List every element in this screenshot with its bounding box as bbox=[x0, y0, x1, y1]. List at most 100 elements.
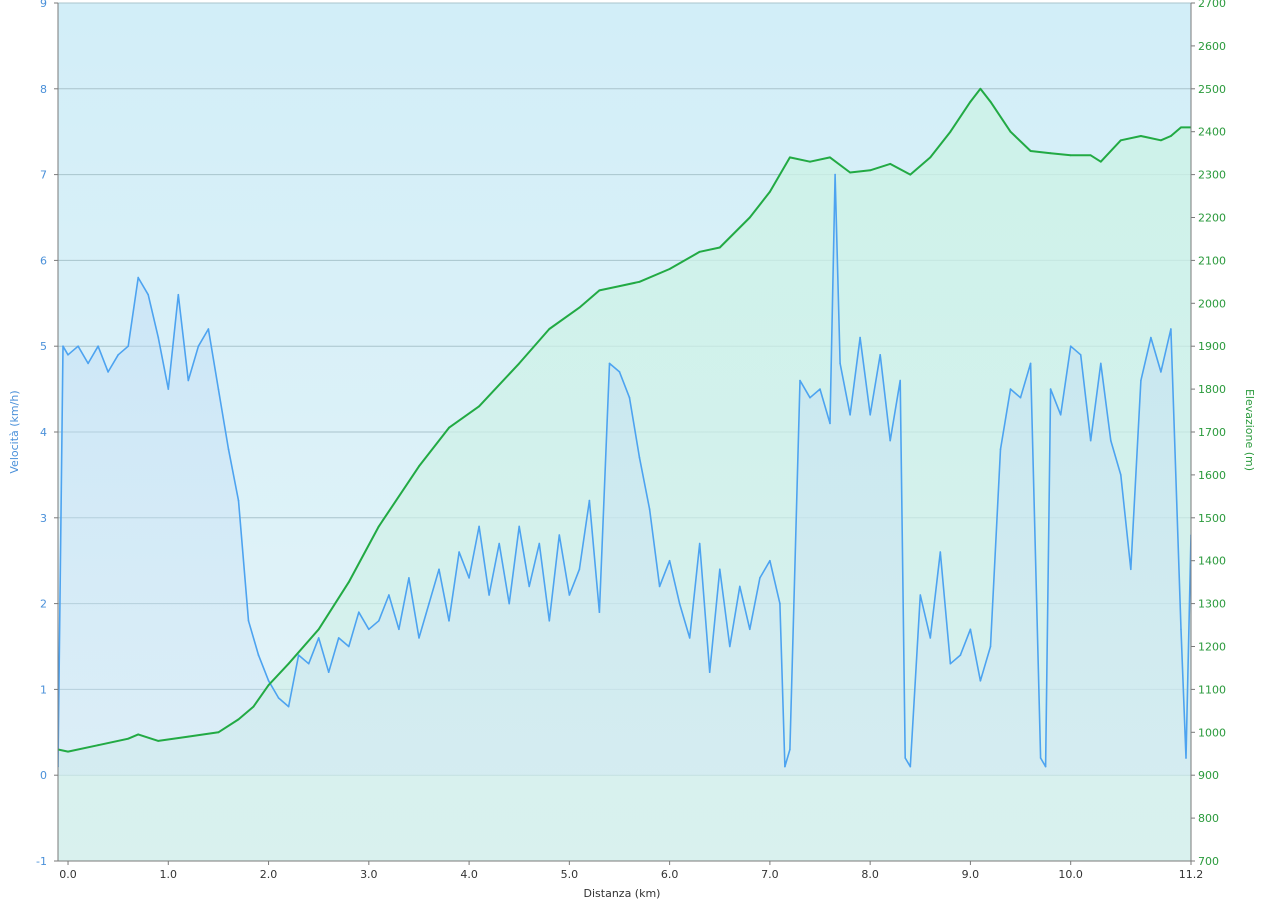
speed-point bbox=[698, 542, 701, 545]
x-axis-title: Distanza (km) bbox=[584, 887, 661, 900]
elevation-point bbox=[969, 100, 972, 103]
elevation-point bbox=[478, 405, 480, 408]
speed-point bbox=[929, 637, 932, 639]
speed-point bbox=[267, 680, 270, 682]
right-tick-label: 700 bbox=[1198, 855, 1219, 868]
speed-point bbox=[368, 628, 370, 631]
speed-point bbox=[458, 551, 460, 553]
left-tick-label: 2 bbox=[40, 598, 47, 611]
speed-point bbox=[1185, 757, 1187, 759]
speed-point bbox=[518, 525, 520, 528]
speed-point bbox=[939, 551, 942, 553]
speed-point bbox=[799, 379, 801, 382]
speed-point bbox=[1180, 628, 1182, 631]
elevation-point bbox=[97, 744, 99, 747]
right-tick-label: 1200 bbox=[1198, 641, 1226, 654]
speed-point bbox=[979, 680, 982, 682]
left-tick-label: 4 bbox=[40, 426, 47, 439]
speed-point bbox=[217, 388, 220, 390]
x-tick-label: 0.0 bbox=[59, 868, 77, 881]
elevation-point bbox=[518, 362, 521, 365]
speed-point bbox=[1160, 371, 1162, 373]
speed-point bbox=[378, 620, 380, 622]
right-tick-label: 2200 bbox=[1198, 212, 1226, 225]
elevation-point bbox=[317, 628, 320, 631]
speed-point bbox=[819, 388, 821, 390]
elevation-point bbox=[618, 285, 621, 287]
speed-point bbox=[1110, 439, 1112, 442]
speed-point bbox=[1089, 439, 1092, 442]
speed-point bbox=[608, 362, 611, 365]
speed-point bbox=[388, 594, 390, 596]
speed-point bbox=[869, 414, 871, 416]
elevation-point bbox=[578, 306, 581, 309]
speed-point bbox=[588, 499, 591, 502]
speed-point bbox=[67, 354, 69, 356]
speed-point bbox=[839, 362, 841, 365]
x-tick-label: 4.0 bbox=[460, 868, 478, 881]
speed-point bbox=[468, 577, 470, 579]
speed-point bbox=[1130, 568, 1132, 571]
left-tick-label: 6 bbox=[40, 254, 47, 267]
elevation-point bbox=[849, 171, 851, 174]
right-tick-label: 2400 bbox=[1198, 126, 1226, 139]
speed-point bbox=[638, 456, 641, 459]
right-tick-label: 1900 bbox=[1198, 340, 1226, 353]
speed-point bbox=[327, 671, 330, 673]
speed-point bbox=[1049, 388, 1052, 390]
speed-point bbox=[297, 654, 300, 656]
speed-point bbox=[959, 654, 962, 656]
speed-point bbox=[87, 362, 89, 365]
speed-point bbox=[668, 559, 671, 562]
speed-point bbox=[167, 388, 170, 390]
elevation-point bbox=[347, 581, 350, 583]
elevation-point bbox=[698, 250, 701, 253]
speed-point bbox=[829, 422, 831, 425]
elevation-point bbox=[127, 737, 130, 740]
speed-point bbox=[919, 594, 922, 596]
x-tick-label: 6.0 bbox=[661, 868, 679, 881]
right-tick-label: 1800 bbox=[1198, 383, 1226, 396]
speed-point bbox=[337, 637, 340, 639]
elevation-point bbox=[187, 735, 190, 738]
right-tick-label: 1000 bbox=[1198, 726, 1226, 739]
speed-point bbox=[177, 293, 180, 296]
speed-point bbox=[157, 336, 160, 339]
elevation-point bbox=[377, 525, 380, 528]
x-tick-label: 7.0 bbox=[761, 868, 779, 881]
x-tick-label: 5.0 bbox=[561, 868, 579, 881]
elevation-point bbox=[237, 718, 240, 721]
elevation-point bbox=[949, 130, 952, 133]
speed-point bbox=[729, 645, 731, 648]
speed-point bbox=[287, 705, 290, 708]
speed-point bbox=[879, 354, 881, 356]
speed-point bbox=[989, 645, 992, 648]
speed-point bbox=[784, 765, 786, 768]
speed-point bbox=[1059, 414, 1062, 416]
speed-point bbox=[658, 585, 661, 588]
speed-point bbox=[1170, 328, 1172, 330]
speed-point bbox=[909, 765, 912, 768]
elevation-point bbox=[989, 100, 992, 103]
speed-point bbox=[348, 645, 350, 648]
speed-point bbox=[528, 585, 530, 588]
speed-point bbox=[398, 628, 400, 631]
elevation-point bbox=[217, 731, 220, 734]
elevation-point bbox=[979, 87, 982, 90]
speed-point bbox=[678, 602, 681, 605]
elevation-point bbox=[748, 216, 751, 219]
speed-point bbox=[789, 748, 791, 751]
speed-point bbox=[809, 396, 811, 399]
elevation-point bbox=[769, 190, 771, 193]
speed-point bbox=[478, 525, 480, 528]
speed-point bbox=[77, 345, 79, 348]
speed-point bbox=[1100, 362, 1102, 365]
elevation-point bbox=[1049, 152, 1052, 155]
speed-point bbox=[488, 594, 490, 596]
left-axis-title: Velocità (km/h) bbox=[8, 390, 21, 473]
elevation-point bbox=[809, 160, 811, 163]
right-tick-label: 800 bbox=[1198, 812, 1219, 825]
elevation-point bbox=[1089, 154, 1092, 157]
speed-point bbox=[889, 439, 891, 442]
right-tick-label: 2500 bbox=[1198, 83, 1226, 96]
